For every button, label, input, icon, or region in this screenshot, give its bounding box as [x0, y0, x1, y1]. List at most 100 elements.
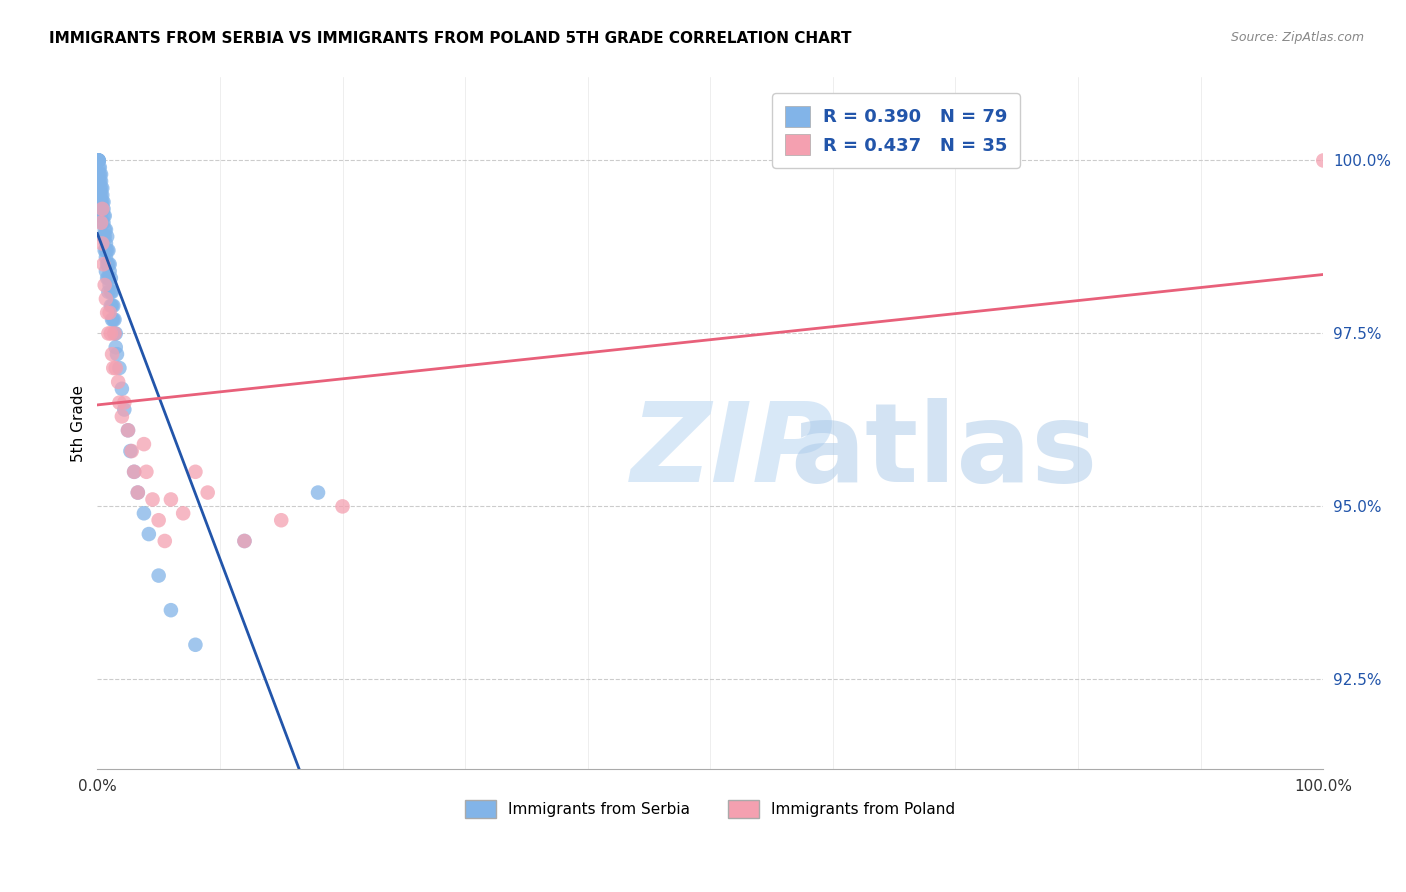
Point: [121, 444, 143, 458]
Point: [94, 250, 117, 264]
Point: [91, 181, 114, 195]
Point: [270, 513, 292, 527]
Point: [90, 167, 112, 181]
Legend: Immigrants from Serbia, Immigrants from Poland: Immigrants from Serbia, Immigrants from …: [460, 794, 962, 824]
Point: [104, 361, 127, 376]
Point: [93, 209, 115, 223]
Point: [89, 194, 111, 209]
Point: [135, 465, 157, 479]
Point: [101, 312, 124, 326]
Point: [108, 361, 131, 376]
Point: [90, 194, 112, 209]
Point: [89, 174, 111, 188]
Point: [141, 492, 163, 507]
Point: [132, 437, 155, 451]
Point: [90, 216, 112, 230]
Point: [112, 402, 135, 417]
Point: [89, 161, 111, 175]
Point: [98, 257, 121, 271]
Point: [87, 153, 110, 168]
Point: [94, 244, 117, 258]
Point: [90, 174, 112, 188]
Point: [100, 299, 122, 313]
Point: [93, 229, 115, 244]
Point: [89, 181, 111, 195]
Point: [100, 285, 122, 299]
Point: [97, 271, 120, 285]
Point: [98, 306, 121, 320]
Point: [97, 244, 120, 258]
Point: [160, 603, 183, 617]
Point: [98, 278, 121, 293]
Point: [101, 285, 124, 299]
Point: [87, 153, 110, 168]
Point: [122, 465, 145, 479]
Point: [93, 209, 115, 223]
Point: [87, 153, 110, 168]
Point: [103, 326, 125, 341]
Point: [93, 222, 115, 236]
Point: [97, 257, 120, 271]
Point: [96, 244, 118, 258]
Point: [148, 568, 170, 582]
Point: [94, 222, 117, 236]
Point: [233, 533, 256, 548]
Point: [105, 347, 128, 361]
Point: [103, 326, 125, 341]
Point: [127, 485, 149, 500]
Point: [94, 292, 117, 306]
Point: [117, 423, 139, 437]
Point: [103, 299, 125, 313]
Point: [87, 153, 110, 168]
Point: [98, 264, 121, 278]
Point: [332, 500, 354, 514]
Point: [138, 527, 160, 541]
Point: [96, 306, 118, 320]
Point: [148, 513, 170, 527]
Point: [172, 506, 194, 520]
Point: [93, 257, 115, 271]
Point: [96, 271, 118, 285]
Point: [87, 161, 110, 175]
Point: [112, 395, 135, 409]
Point: [111, 382, 134, 396]
Point: [89, 188, 111, 202]
Point: [90, 209, 112, 223]
Point: [111, 409, 134, 424]
Text: ZIP: ZIP: [631, 398, 834, 505]
Point: [233, 533, 256, 548]
Point: [1312, 153, 1334, 168]
Point: [89, 167, 111, 181]
Point: [97, 326, 120, 341]
Point: [103, 312, 125, 326]
Text: IMMIGRANTS FROM SERBIA VS IMMIGRANTS FROM POLAND 5TH GRADE CORRELATION CHART: IMMIGRANTS FROM SERBIA VS IMMIGRANTS FRO…: [49, 31, 852, 46]
Point: [97, 285, 120, 299]
Point: [93, 229, 115, 244]
Text: atlas: atlas: [790, 398, 1097, 505]
Point: [101, 299, 124, 313]
Point: [90, 188, 112, 202]
Point: [93, 216, 115, 230]
Point: [87, 174, 110, 188]
Point: [91, 194, 114, 209]
Point: [87, 167, 110, 181]
Point: [93, 278, 115, 293]
Point: [103, 312, 125, 326]
Point: [96, 229, 118, 244]
Point: [101, 347, 124, 361]
Point: [93, 244, 115, 258]
Point: [93, 202, 115, 216]
Point: [90, 202, 112, 216]
Point: [87, 153, 110, 168]
Point: [87, 153, 110, 168]
Point: [153, 533, 176, 548]
Point: [127, 485, 149, 500]
Point: [90, 181, 112, 195]
Point: [307, 485, 329, 500]
Text: Source: ZipAtlas.com: Source: ZipAtlas.com: [1230, 31, 1364, 45]
Point: [184, 465, 207, 479]
Y-axis label: 5th Grade: 5th Grade: [72, 384, 86, 462]
Point: [93, 194, 115, 209]
Point: [96, 257, 118, 271]
Point: [184, 638, 207, 652]
